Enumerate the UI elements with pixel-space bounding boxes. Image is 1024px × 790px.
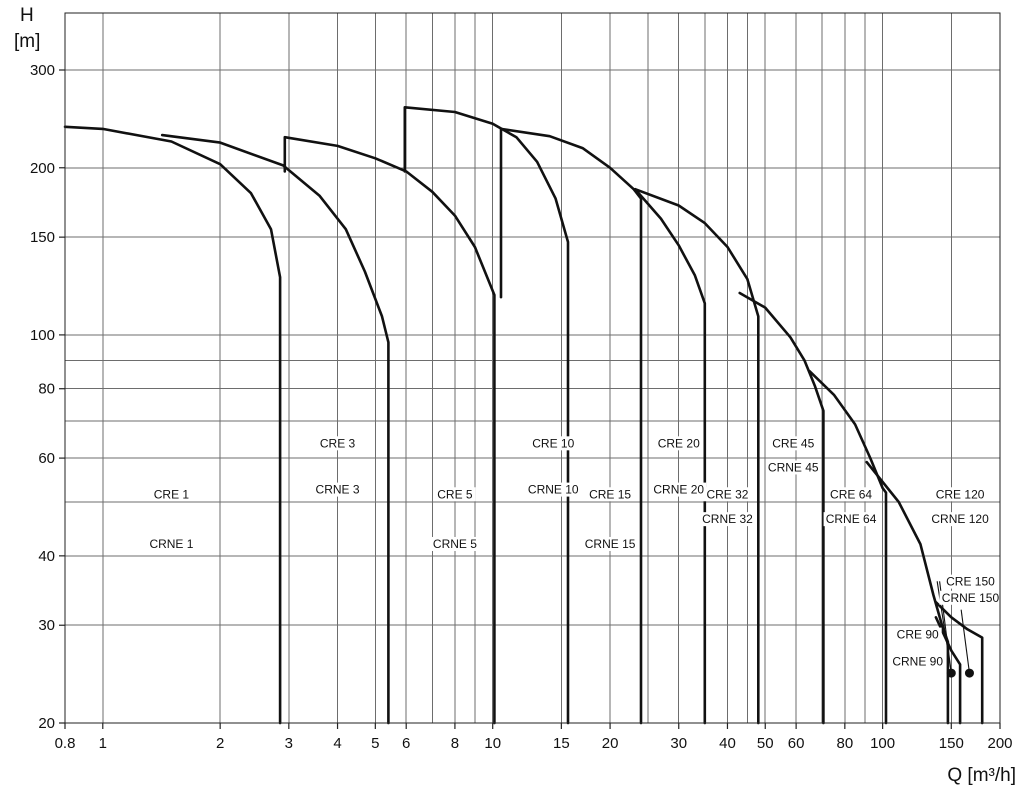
pump-model-label: CRE 150 xyxy=(946,575,995,589)
x-axis-title: Q [m³/h] xyxy=(947,765,1016,786)
y-tick-label: 20 xyxy=(38,715,55,732)
pump-curve xyxy=(403,106,570,725)
label-background xyxy=(317,436,359,451)
pump-curve xyxy=(738,291,825,725)
pump-labels: CRE 1 CRNE 1 CRE 3 CRNE 3 CRE 5 CRNE 5 CRE 10 C… xyxy=(147,436,1002,669)
y-tick-label: 30 xyxy=(38,617,55,634)
label-background xyxy=(939,590,1002,605)
pump-model-label: CRNE 3 xyxy=(316,483,360,497)
label-background xyxy=(582,536,638,551)
label-background xyxy=(699,512,755,527)
label-background xyxy=(929,512,992,527)
y-axis-unit: [m] xyxy=(14,31,40,52)
pump-model-label: CRNE 10 xyxy=(528,483,579,497)
pump-model-label: CRNE 120 xyxy=(931,512,989,526)
label-background xyxy=(313,482,362,497)
y-tick-label: 40 xyxy=(38,548,55,565)
x-tick-label: 60 xyxy=(788,735,805,752)
x-tick-label: 50 xyxy=(757,735,774,752)
pump-curve xyxy=(283,135,496,725)
label-background xyxy=(942,574,998,589)
label-background xyxy=(893,627,942,642)
label-background xyxy=(586,487,635,502)
label-background xyxy=(529,436,578,451)
leader-line xyxy=(960,609,971,674)
pump-model-label: CRE 5 xyxy=(437,487,473,501)
pump-model-label: CRE 3 xyxy=(320,436,356,450)
pump-model-label: CRNE 5 xyxy=(433,537,477,551)
x-tick-label: 5 xyxy=(371,735,379,752)
label-background xyxy=(434,487,476,502)
pump-model-label: CRE 64 xyxy=(830,487,872,501)
label-background xyxy=(525,482,581,497)
pump-curve xyxy=(934,616,962,725)
label-background xyxy=(147,536,196,551)
pump-model-label: CRE 120 xyxy=(936,487,985,501)
x-tick-label: 1 xyxy=(99,735,107,752)
pump-model-label: CRNE 90 xyxy=(892,654,943,668)
pump-curve xyxy=(934,600,984,725)
y-tick-label: 150 xyxy=(30,229,55,246)
pump-model-label: CRE 15 xyxy=(589,487,631,501)
label-background xyxy=(823,512,879,527)
pump-curve xyxy=(160,133,390,725)
label-background xyxy=(932,487,988,502)
label-background xyxy=(890,654,946,669)
pump-curve xyxy=(633,187,707,725)
pump-model-label: CRNE 20 xyxy=(653,483,704,497)
point-marker xyxy=(946,668,956,678)
pump-curve xyxy=(63,125,282,725)
label-background xyxy=(651,482,707,497)
pump-curves xyxy=(63,106,984,725)
y-tick-label: 100 xyxy=(30,327,55,344)
grid xyxy=(64,13,1001,724)
pump-model-label: CRE 90 xyxy=(897,628,939,642)
y-tick-label: 80 xyxy=(38,381,55,398)
y-tick-label: 200 xyxy=(30,160,55,177)
x-tick-label: 30 xyxy=(670,735,687,752)
x-tick-label: 2 xyxy=(216,735,224,752)
label-background xyxy=(769,436,818,451)
x-tick-label: 8 xyxy=(451,735,459,752)
label-background xyxy=(430,536,479,551)
x-tick-label: 20 xyxy=(602,735,619,752)
x-tick-label: 0.8 xyxy=(55,735,76,752)
pump-model-label: CRE 32 xyxy=(706,487,748,501)
pump-model-label: CRE 45 xyxy=(772,436,814,450)
pump-curve xyxy=(499,127,643,725)
x-tick-label: 40 xyxy=(719,735,736,752)
label-background xyxy=(765,460,821,475)
y-tick-label: 300 xyxy=(30,62,55,79)
x-tick-label: 15 xyxy=(553,735,570,752)
x-tick-label: 150 xyxy=(939,735,964,752)
pump-model-label: CRNE 64 xyxy=(826,512,877,526)
pump-model-label: CRNE 45 xyxy=(768,460,819,474)
pump-model-label: CRE 1 xyxy=(154,487,190,501)
x-tick-label: 10 xyxy=(484,735,501,752)
x-tick-label: 4 xyxy=(333,735,341,752)
label-background xyxy=(827,487,876,502)
y-tick-label: 60 xyxy=(38,450,55,467)
point-marker xyxy=(964,668,974,678)
pump-curve xyxy=(808,370,888,725)
pump-model-label: CRNE 32 xyxy=(702,512,753,526)
plot-frame xyxy=(64,12,1001,724)
pump-model-label: CRNE 150 xyxy=(942,591,1000,605)
x-tick-label: 200 xyxy=(987,735,1012,752)
pump-model-label: CRNE 15 xyxy=(585,537,636,551)
x-tick-label: 6 xyxy=(402,735,410,752)
x-tick-label: 80 xyxy=(836,735,853,752)
pump-model-label: CRE 10 xyxy=(532,436,574,450)
pump-model-label: CRE 20 xyxy=(658,436,700,450)
pump-curve xyxy=(633,187,760,725)
y-axis-title: H xyxy=(20,5,34,26)
axis-ticks: 0.8 1 2 3 4 5 6 8 10 15 20 30 40 50 60 80 100 150 200 20 30 4… xyxy=(30,62,1013,752)
pump-model-label: CRNE 1 xyxy=(149,537,193,551)
label-background xyxy=(654,436,703,451)
x-tick-label: 3 xyxy=(285,735,293,752)
label-background xyxy=(703,487,752,502)
x-tick-label: 100 xyxy=(870,735,895,752)
label-background xyxy=(150,487,192,502)
